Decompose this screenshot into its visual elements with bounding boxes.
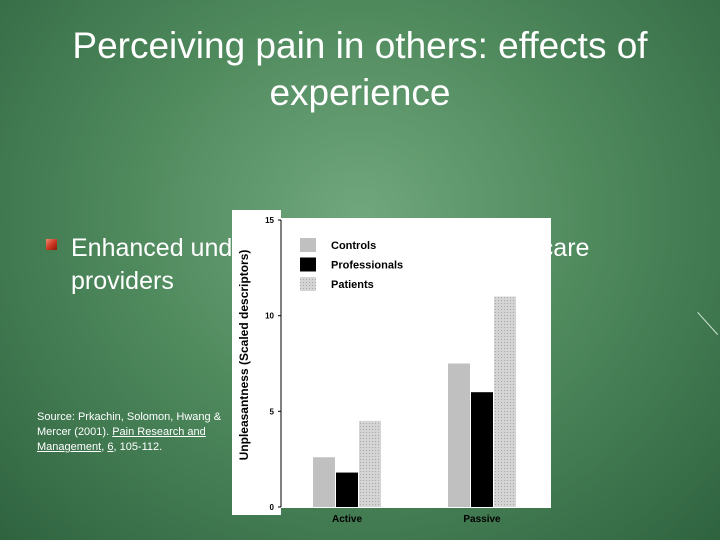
slide-title: Perceiving pain in others: effects of ex…: [20, 22, 700, 116]
y-axis-title: Unpleasantness (Scaled descriptors): [237, 250, 251, 461]
bar-controls-passive: [448, 363, 470, 507]
legend-label-professionals: Professionals: [331, 260, 403, 272]
legend-label-controls: Controls: [331, 240, 376, 252]
y-tick-label: 15: [265, 216, 274, 225]
legend-swatch-patients: [300, 277, 316, 291]
legend-swatch-controls: [300, 238, 316, 252]
source-sep: ,: [101, 441, 108, 453]
source-journal: Pain Research and Management: [37, 426, 206, 453]
source-citation: Source: Prkachin, Solomon, Hwang & Merce…: [37, 410, 237, 455]
bullet-square-icon: [46, 239, 57, 250]
bar-patients-active: [359, 420, 381, 507]
bar-patients-passive: [494, 296, 516, 507]
legend-swatch-professionals: [300, 257, 316, 272]
x-category-label: Active: [332, 514, 362, 525]
y-tick-label: 10: [265, 312, 274, 321]
bar-professionals-active: [336, 472, 358, 507]
source-volume: 6: [107, 441, 114, 453]
source-pages: , 105-112.: [113, 441, 163, 453]
slide-title-line1: Perceiving pain in others: effects of: [72, 25, 648, 66]
bar-professionals-passive: [471, 392, 493, 507]
chart-axis-strip: [232, 210, 281, 515]
bar-controls-active: [313, 457, 335, 507]
y-tick-label: 5: [270, 407, 275, 416]
source-prefix: Source: Prkachin, Solomon, Hwang & Merce…: [37, 411, 222, 438]
slide-title-line2: experience: [269, 72, 451, 113]
y-tick-label: 0: [270, 503, 275, 512]
x-category-label: Passive: [463, 514, 501, 525]
legend-label-patients: Patients: [331, 279, 374, 291]
